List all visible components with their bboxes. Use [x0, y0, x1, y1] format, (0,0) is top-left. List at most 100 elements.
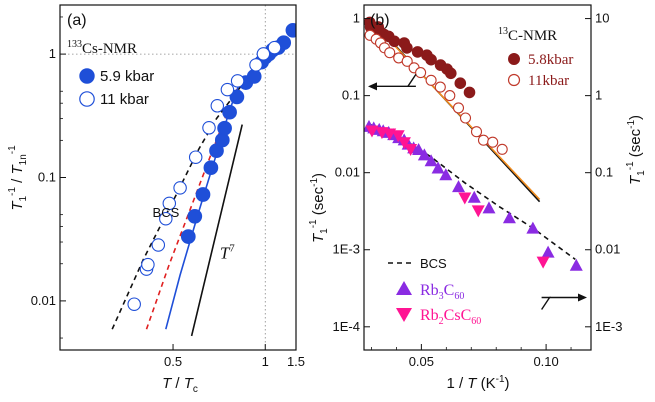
- chart-a-t7-sup: 7: [229, 243, 235, 255]
- legend-b-rb2csc60-d: 60: [471, 316, 481, 327]
- chart-a-xtick-label-1: 1: [262, 354, 269, 369]
- point-b-11kbar-6: [401, 55, 413, 67]
- point-a-11-kbar-13: [256, 47, 271, 61]
- point-b-rb3c60-10: [412, 142, 426, 155]
- chart-a-line-1: [145, 81, 242, 330]
- chart-b: 0.05 0.10 1E-4 1E-3 0.01 0.1 1 1E-3 0.01 0.1 1 10 (…: [308, 4, 647, 392]
- point-a-11-kbar-8: [202, 121, 216, 135]
- chart-b-xlabel-b: (K: [476, 375, 495, 392]
- point-b-11kbar-14: [470, 126, 483, 138]
- chart-b-ylabel-left: T1-1 (sec-1): [308, 173, 330, 243]
- legend-b-rb2csc60-a: Rb: [420, 307, 439, 324]
- point-a-11-kbar-7: [188, 150, 203, 164]
- chart-a-t7-base: T: [220, 244, 231, 263]
- chart-b-axis-arrow-left: [368, 73, 417, 91]
- chart-b-ylabel-right-sup: -1: [625, 161, 636, 170]
- chart-b-ytick-right-label-4: 10: [595, 11, 609, 26]
- chart-b-ytick-right-label-1: 0.01: [595, 242, 620, 257]
- legend-b-label-rb2csc60: Rb2CsC60: [420, 307, 481, 327]
- chart-a: 0.5 1 1.5 0.01 0.1 1 (a) 133Cs-NMR 5.9 kbar 1…: [7, 4, 305, 395]
- legend-b-rb3c60-b: 3: [439, 291, 444, 302]
- point-b-5-8kbar-11: [425, 53, 437, 66]
- legend-a-marker-5-9kbar: [79, 68, 95, 84]
- chart-a-xtick-label-2: 1.5: [287, 354, 305, 369]
- chart-b-ylabel-left-close: ): [310, 173, 327, 178]
- point-a-11-kbar-12: [249, 58, 263, 72]
- chart-b-xlabel-c: ): [505, 375, 510, 392]
- point-b-rb3c60-16: [467, 190, 481, 203]
- chart-b-ticks: 0.05 0.10 1E-4 1E-3 0.01 0.1 1 1E-3 0.01 0.1 1 10: [333, 11, 623, 369]
- chart-a-xlabel: T / Tc: [162, 375, 198, 395]
- chart-a-xlabel-sep: /: [171, 375, 184, 392]
- point-b-5-8kbar-6: [388, 35, 401, 48]
- point-b-rb2csc60-8: [536, 256, 550, 269]
- point-a-5-9-kbar-1: [187, 208, 203, 224]
- chart-a-ytick-label-0: 0.01: [31, 293, 56, 308]
- point-b-5-8kbar-16: [463, 86, 476, 99]
- point-b-rb3c60-11: [417, 148, 431, 161]
- legend-b-rb2csc60-b: 2: [439, 316, 444, 327]
- point-b-11kbar-12: [452, 102, 465, 114]
- point-b-5-8kbar-8: [401, 42, 413, 54]
- legend-a-marker-11kbar: [79, 91, 95, 107]
- chart-a-xtick-label-0: 0.5: [164, 354, 182, 369]
- chart-b-xlabel-t: T: [467, 375, 478, 392]
- point-b-rb3c60-14: [439, 168, 453, 181]
- chart-a-ticks: 0.5 1 1.5 0.01 0.1 1: [31, 16, 305, 369]
- point-a-11-kbar-4: [159, 211, 173, 226]
- point-b-rb3c60-13: [431, 161, 445, 174]
- point-b-rb2csc60-3: [391, 130, 405, 143]
- chart-b-nmr-label: 13C-NMR: [498, 26, 557, 44]
- point-b-11kbar-17: [496, 143, 508, 155]
- chart-b-ylabel-right-close: ): [627, 115, 644, 120]
- chart-b-ylabel-left-sup: -1: [308, 219, 319, 228]
- legend-b-rb3c60-c: C: [444, 282, 455, 299]
- point-a-5-9-kbar-8: [229, 89, 245, 105]
- chart-a-bcs-annotation: BCS: [153, 205, 180, 220]
- chart-a-line-t-7: [190, 124, 243, 337]
- chart-b-frame: [363, 4, 592, 351]
- chart-b-points: [364, 16, 583, 271]
- legend-b-marker-rb2csc60: [396, 308, 412, 322]
- point-b-rb2csc60-0: [365, 125, 379, 138]
- point-a-5-9-kbar-17: [285, 22, 296, 38]
- legend-b-label-11kbar: 11kbar: [528, 73, 569, 89]
- point-b-11kbar-9: [425, 74, 437, 86]
- point-a-5-9-kbar-6: [217, 120, 232, 136]
- point-b-11kbar-8: [415, 67, 427, 79]
- legend-a-label-5-9kbar: 5.9 kbar: [100, 68, 154, 85]
- chart-a-ylabel-sub: 1: [18, 196, 29, 202]
- point-a-11-kbar-10: [220, 82, 235, 97]
- chart-b-ytick-left-label-1: 1E-3: [333, 242, 360, 257]
- point-b-rb3c60-18: [502, 211, 516, 224]
- point-a-5-9-kbar-5: [214, 132, 230, 148]
- point-a-11-kbar-9: [210, 99, 225, 113]
- chart-b-ytick-left-label-3: 0.1: [342, 88, 360, 103]
- point-b-rb3c60-21: [569, 258, 583, 271]
- legend-b-rb3c60-d: 60: [454, 291, 464, 302]
- chart-a-panel-label: (a): [67, 12, 87, 29]
- point-b-11kbar-4: [384, 47, 396, 59]
- point-a-11-kbar-2: [141, 257, 155, 272]
- point-b-rb2csc60-5: [404, 143, 418, 156]
- point-b-rb3c60-20: [541, 245, 555, 258]
- chart-a-ylabel-sub2: 1n: [18, 154, 29, 165]
- point-b-rb3c60-19: [526, 221, 540, 234]
- legend-b-label-rb3c60: Rb3C60: [420, 282, 464, 302]
- legend-b-marker-11kbar: [507, 73, 521, 87]
- chart-a-xlabel-sub: c: [193, 384, 198, 395]
- point-b-11kbar-13: [459, 112, 472, 124]
- chart-b-ylabel-right-unit: (sec: [627, 128, 644, 161]
- chart-b-nmr-base: C-NMR: [508, 28, 557, 44]
- chart-b-xlabel: 1 / T (K-1): [446, 374, 509, 392]
- chart-b-xlabel-sup: -1: [496, 374, 505, 385]
- chart-b-axis-arrow-right: [541, 293, 587, 310]
- point-b-rb2csc60-7: [471, 205, 485, 218]
- point-b-rb3c60-17: [482, 201, 496, 214]
- chart-b-ylabel-right-sub: 1: [636, 170, 647, 176]
- chart-b-ylabel-left-unit: (sec: [310, 186, 327, 219]
- chart-a-title-sup: 133: [67, 39, 82, 50]
- chart-b-ylabel-left-sub: 1: [319, 228, 330, 234]
- point-a-5-9-kbar-3: [203, 160, 219, 176]
